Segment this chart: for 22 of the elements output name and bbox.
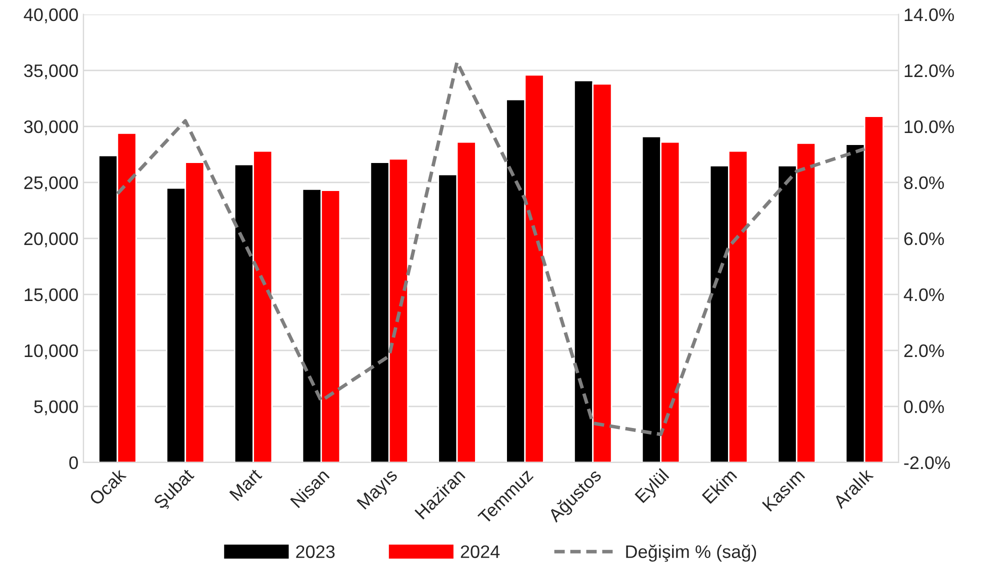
y-tick-label: 40,000 xyxy=(24,8,78,24)
line-series xyxy=(116,60,866,436)
legend-label: 2023 xyxy=(296,545,335,558)
legend-label: Değişim % (sağ) xyxy=(626,544,756,562)
y2-tick-label: 8.0% xyxy=(904,176,944,190)
y-tick-label: 15,000 xyxy=(24,288,78,304)
y-tick-label: 5,000 xyxy=(34,400,78,416)
y-tick-label: 30,000 xyxy=(24,120,78,136)
y-tick-label: 35,000 xyxy=(24,64,78,80)
y2-tick-label: 12.0% xyxy=(904,64,954,78)
y2-tick-label: 10.0% xyxy=(904,120,954,134)
y-tick-label: 20,000 xyxy=(24,232,78,248)
y2-tick-label: -2.0% xyxy=(904,456,950,470)
y2-tick-label: 2.0% xyxy=(904,344,944,358)
y-tick-label: 10,000 xyxy=(24,344,78,360)
y2-tick-label: 6.0% xyxy=(904,232,944,246)
legend-label: 2024 xyxy=(460,545,500,558)
y2-tick-label: 0.0% xyxy=(904,400,944,414)
y-tick-label: 0 xyxy=(69,456,78,470)
y2-tick-label: 4.0% xyxy=(904,288,944,302)
y-tick-label: 25,000 xyxy=(24,176,78,192)
y2-tick-label: 14.0% xyxy=(904,8,954,22)
